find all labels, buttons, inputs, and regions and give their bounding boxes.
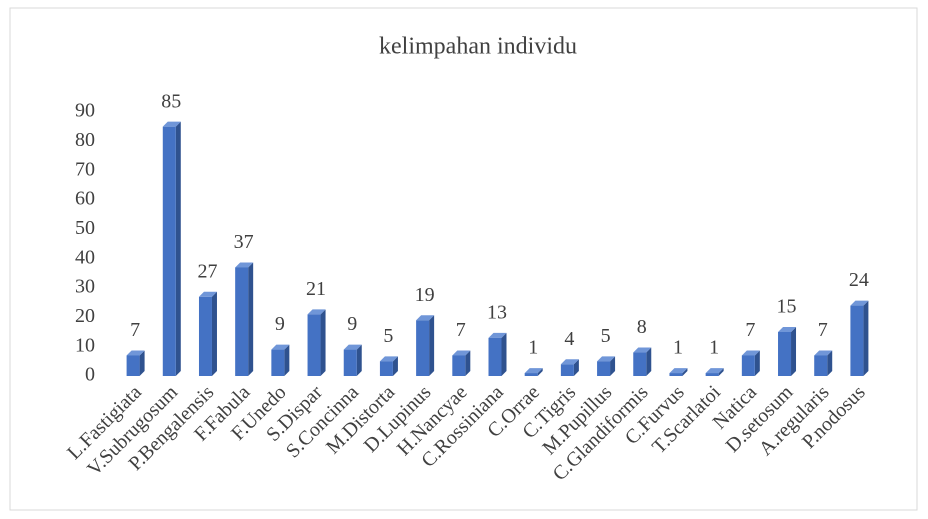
bar-top (379, 356, 398, 362)
bar-top (741, 350, 760, 356)
bar (705, 373, 719, 376)
data-label: 21 (306, 278, 326, 300)
chart-title: kelimpahan individu (379, 34, 577, 60)
data-label: 1 (528, 337, 538, 359)
bar (524, 373, 538, 376)
bar-top (198, 291, 217, 297)
bar (271, 349, 285, 376)
y-tick-label: 60 (75, 188, 95, 210)
bar-side (392, 356, 398, 376)
data-label: 9 (275, 313, 285, 335)
bar (669, 373, 683, 376)
bar-top (633, 347, 652, 353)
bar-side (139, 350, 145, 376)
bar-side (465, 350, 471, 376)
bar-side (718, 368, 724, 376)
data-label: 1 (709, 337, 719, 359)
data-label: 19 (415, 284, 435, 306)
bar-side (791, 327, 797, 376)
bar (126, 355, 140, 376)
data-label: 8 (637, 316, 647, 338)
bar-side (248, 262, 254, 376)
bar (416, 320, 430, 376)
bar (198, 296, 212, 376)
bar-side (501, 332, 507, 376)
y-tick-label: 20 (75, 305, 95, 327)
bar-side (211, 291, 217, 376)
data-label: 7 (130, 319, 140, 341)
bar-side (610, 356, 616, 376)
bar (162, 126, 176, 377)
bar-side (537, 368, 543, 376)
bar-top (814, 350, 833, 356)
bar (379, 361, 393, 376)
bar (633, 352, 647, 376)
y-tick-label: 50 (75, 217, 95, 239)
bar-top (235, 262, 254, 268)
bar-top (416, 315, 435, 321)
bar-side (429, 315, 435, 376)
bar-top (307, 309, 326, 315)
bar-top (162, 121, 181, 127)
data-label: 7 (818, 319, 828, 341)
bar-top (524, 368, 543, 374)
bar-top (126, 350, 145, 356)
bar-top (560, 359, 579, 365)
bar-side (175, 121, 181, 377)
chart-border (9, 7, 918, 511)
bar-top (488, 332, 507, 338)
bar-top (343, 344, 362, 350)
y-tick-label: 40 (75, 246, 95, 268)
data-label: 24 (849, 269, 869, 291)
bar-top (271, 344, 290, 350)
data-label: 5 (601, 325, 611, 347)
bar-top (669, 368, 688, 374)
bar-side (356, 344, 362, 376)
y-tick-label: 90 (75, 100, 95, 122)
y-tick-label: 80 (75, 129, 95, 151)
bar-top (452, 350, 471, 356)
data-label: 9 (347, 313, 357, 335)
bar-side (320, 309, 326, 376)
bar-side (754, 350, 760, 376)
bar-side (827, 350, 833, 376)
bar-side (646, 347, 652, 376)
data-label: 5 (383, 325, 393, 347)
data-label: 85 (161, 90, 181, 112)
bar-top (850, 300, 869, 306)
bar-side (284, 344, 290, 376)
bar-side (863, 300, 869, 376)
bar (850, 305, 864, 376)
data-label: 7 (456, 319, 466, 341)
bar-side (573, 359, 579, 376)
bar (597, 361, 611, 376)
bar (452, 355, 466, 376)
bar (560, 364, 574, 376)
bar-side (682, 368, 688, 376)
bar (235, 267, 249, 376)
bar-top (705, 368, 724, 374)
bar (343, 349, 357, 376)
data-label: 27 (197, 260, 217, 282)
bar-top (597, 356, 616, 362)
bar (488, 337, 502, 376)
y-tick-label: 0 (85, 364, 95, 386)
y-tick-label: 70 (75, 158, 95, 180)
data-label: 15 (777, 296, 797, 318)
data-label: 7 (745, 319, 755, 341)
bar (741, 355, 755, 376)
data-label: 4 (564, 328, 574, 350)
bar (307, 314, 321, 376)
y-tick-label: 10 (75, 334, 95, 356)
y-tick-label: 30 (75, 276, 95, 298)
bar (778, 332, 792, 376)
bar-top (778, 327, 797, 332)
data-label: 1 (673, 337, 683, 359)
data-label: 13 (487, 301, 507, 323)
bar (814, 355, 828, 376)
data-label: 37 (234, 231, 254, 253)
